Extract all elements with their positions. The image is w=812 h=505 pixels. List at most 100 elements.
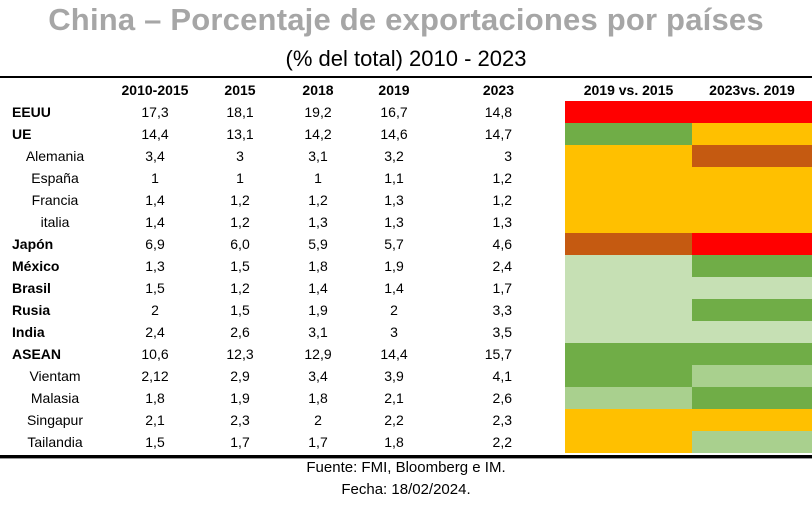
country-label: España: [31, 170, 79, 186]
country-label: UE: [12, 126, 32, 142]
value-2018: 1,8: [308, 258, 328, 274]
value-2010-2015: 1,4: [145, 192, 165, 208]
value-2018: 5,9: [308, 236, 328, 252]
value-2019: 1,4: [384, 280, 404, 296]
value-2023: 2,2: [492, 434, 512, 450]
value-2023: 2,3: [492, 412, 512, 428]
value-2019: 3,9: [384, 368, 404, 384]
value-2010-2015: 14,4: [141, 126, 169, 142]
header-2023: 2023: [482, 82, 514, 98]
flag-2019-vs-2015: [565, 255, 692, 277]
top-rule: [0, 76, 812, 78]
source-note: Fuente: FMI, Bloomberg e IM.: [306, 459, 506, 476]
value-2010-2015: 1: [151, 170, 159, 186]
value-2015: 13,1: [226, 126, 254, 142]
spacer-cell: [542, 233, 565, 255]
flag-2023-vs-2019: [692, 255, 812, 277]
flag-2019-vs-2015: [565, 211, 692, 233]
value-2018: 19,2: [304, 104, 332, 120]
value-2010-2015: 1,4: [145, 214, 165, 230]
value-2018: 12,9: [304, 346, 332, 362]
value-2015: 2,6: [230, 324, 250, 340]
value-2023: 1,7: [492, 280, 512, 296]
value-2019: 1,3: [384, 214, 404, 230]
value-2023: 4,6: [492, 236, 512, 252]
spacer-cell: [542, 321, 565, 343]
value-2015: 1: [236, 170, 244, 186]
flag-2019-vs-2015: [565, 365, 692, 387]
flag-2019-vs-2015: [565, 145, 692, 167]
spacer-cell: [542, 211, 565, 233]
table-row: ASEAN 10,6 12,3 12,9 14,4 15,7: [0, 343, 812, 365]
value-2010-2015: 1,8: [145, 390, 165, 406]
flag-2023-vs-2019: [692, 233, 812, 255]
value-2018: 1: [314, 170, 322, 186]
flag-2019-vs-2015: [565, 233, 692, 255]
value-2010-2015: 1,3: [145, 258, 165, 274]
value-2019: 2: [390, 302, 398, 318]
value-2010-2015: 3,4: [145, 148, 165, 164]
flag-2023-vs-2019: [692, 123, 812, 145]
value-2023: 3,5: [492, 324, 512, 340]
value-2015: 1,2: [230, 280, 250, 296]
flag-2023-vs-2019: [692, 365, 812, 387]
value-2018: 3,1: [308, 148, 328, 164]
header-2019: 2019: [378, 82, 410, 98]
country-label: Tailandia: [27, 434, 83, 450]
table-row: Tailandia 1,5 1,7 1,7 1,8 2,2: [0, 431, 812, 453]
value-2023: 2,4: [492, 258, 512, 274]
flag-2019-vs-2015: [565, 299, 692, 321]
flag-2019-vs-2015: [565, 409, 692, 431]
value-2019: 3,2: [384, 148, 404, 164]
spacer-cell: [542, 409, 565, 431]
header-2018: 2018: [302, 82, 334, 98]
flag-2019-vs-2015: [565, 387, 692, 409]
header-spacer: [542, 79, 565, 101]
country-label: Francia: [31, 192, 79, 208]
exports-table: 2010-2015 2015 2018 2019 2023 2019 vs. 2…: [0, 79, 812, 453]
value-2010-2015: 2: [151, 302, 159, 318]
value-2019: 2,1: [384, 390, 404, 406]
value-2019: 2,2: [384, 412, 404, 428]
table-row: Brasil 1,5 1,2 1,4 1,4 1,7: [0, 277, 812, 299]
value-2015: 1,2: [230, 192, 250, 208]
value-2018: 1,9: [308, 302, 328, 318]
value-2019: 1,9: [384, 258, 404, 274]
spacer-cell: [542, 255, 565, 277]
table-row: España 1 1 1 1,1 1,2: [0, 167, 812, 189]
flag-2019-vs-2015: [565, 277, 692, 299]
flag-2023-vs-2019: [692, 299, 812, 321]
country-label: Brasil: [12, 280, 51, 296]
value-2010-2015: 6,9: [145, 236, 165, 252]
value-2010-2015: 1,5: [145, 434, 165, 450]
table-row: México 1,3 1,5 1,8 1,9 2,4: [0, 255, 812, 277]
table-body: EEUU 17,3 18,1 19,2 16,7 14,8 UE 14,4 13,1 14,2 14…: [0, 101, 812, 453]
value-2023: 1,2: [492, 170, 512, 186]
table-row: Alemania 3,4 3 3,1 3,2 3: [0, 145, 812, 167]
header-country: [0, 79, 110, 101]
flag-2023-vs-2019: [692, 167, 812, 189]
value-2010-2015: 2,4: [145, 324, 165, 340]
value-2023: 2,6: [492, 390, 512, 406]
spacer-cell: [542, 167, 565, 189]
value-2010-2015: 10,6: [141, 346, 169, 362]
flag-2019-vs-2015: [565, 431, 692, 453]
value-2010-2015: 2,12: [141, 368, 169, 384]
country-label: Vientam: [29, 368, 81, 384]
country-label: India: [12, 324, 45, 340]
country-label: Japón: [12, 236, 54, 252]
country-label: Malasia: [30, 390, 80, 406]
value-2018: 1,2: [308, 192, 328, 208]
header-2019-vs-2015: 2019 vs. 2015: [583, 82, 674, 98]
flag-2023-vs-2019: [692, 431, 812, 453]
value-2019: 14,6: [380, 126, 408, 142]
country-label: México: [12, 258, 60, 274]
value-2010-2015: 2,1: [145, 412, 165, 428]
value-2018: 1,3: [308, 214, 328, 230]
table-row: Rusia 2 1,5 1,9 2 3,3: [0, 299, 812, 321]
value-2023: 15,7: [484, 346, 512, 362]
flag-2019-vs-2015: [565, 101, 692, 123]
value-2019: 5,7: [384, 236, 404, 252]
value-2015: 2,9: [230, 368, 250, 384]
value-2019: 1,1: [384, 170, 404, 186]
